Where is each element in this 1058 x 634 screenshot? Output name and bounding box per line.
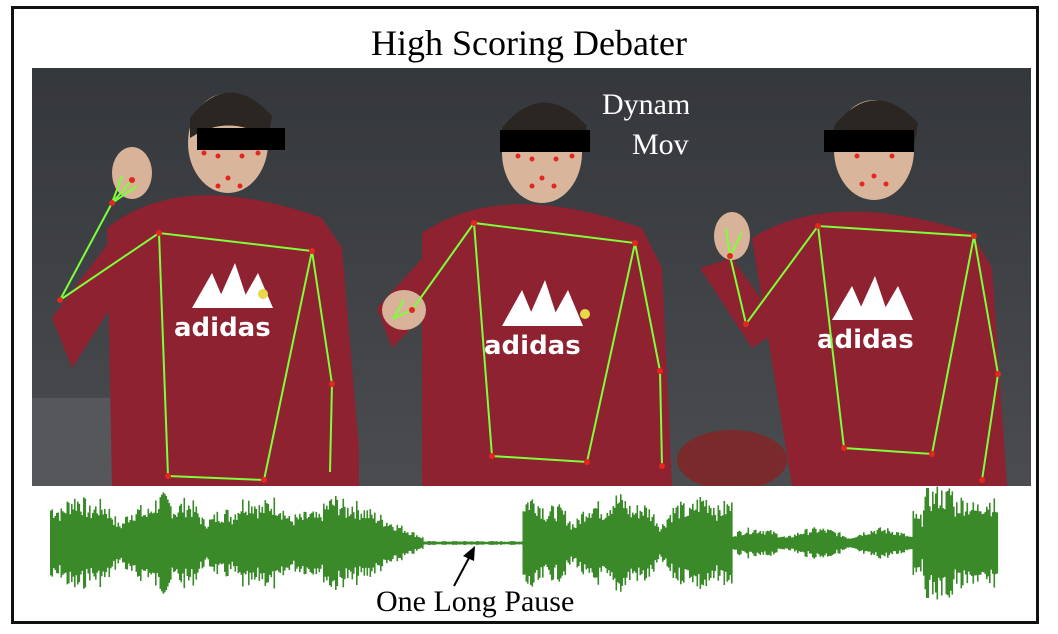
shirt-logo-text: adidas	[174, 313, 271, 343]
pose-skeleton	[725, 224, 1000, 481]
shirt-logo-text: adidas	[484, 331, 581, 361]
video-frames: adidas	[32, 68, 1031, 486]
speech-waveform	[50, 486, 999, 600]
frame-1: adidas	[32, 68, 362, 486]
person-3: adidas	[700, 100, 1007, 486]
pose-keypoints	[57, 150, 335, 483]
face-mask-bar	[824, 130, 914, 152]
person-1: adidas	[52, 92, 362, 486]
face-mask-bar	[197, 128, 285, 150]
figure-title: High Scoring Debater	[371, 23, 687, 63]
pose-keypoints	[409, 153, 665, 469]
frame-2: adidas Dynamic Body Movements	[359, 68, 784, 486]
frame-3: adidas	[677, 68, 1031, 486]
pose-keypoints	[727, 153, 1001, 483]
pause-label: One Long Pause	[376, 585, 575, 618]
pause-arrow	[453, 546, 475, 587]
face-mask-bar	[500, 130, 590, 152]
person-2: adidas	[377, 102, 672, 486]
